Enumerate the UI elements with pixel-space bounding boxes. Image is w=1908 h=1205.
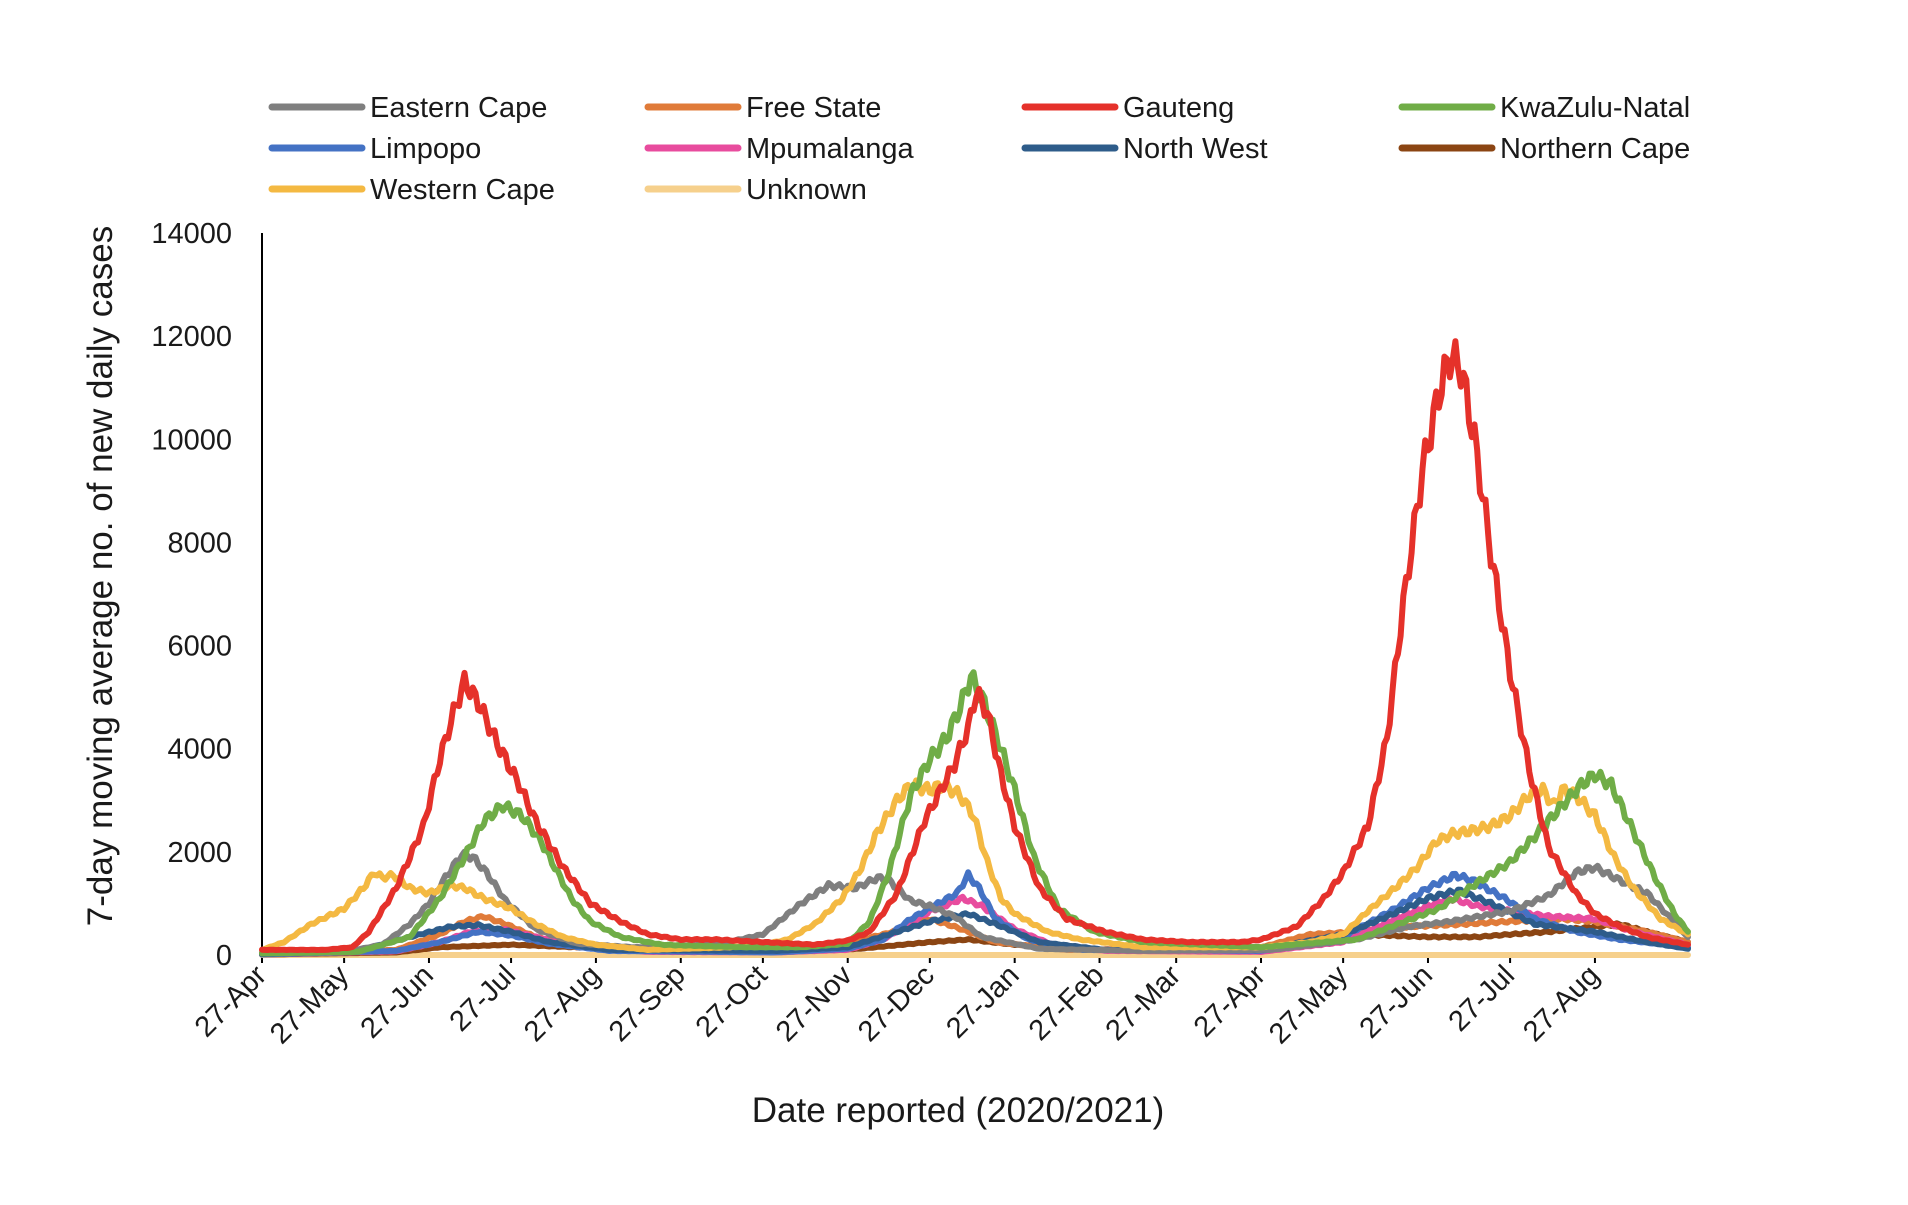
x-tick-label: 27-Jun bbox=[1354, 959, 1439, 1044]
series-line-western-cape bbox=[259, 777, 1691, 953]
legend-item-free-state: Free State bbox=[644, 92, 881, 124]
legend-item-gauteng: Gauteng bbox=[1021, 92, 1234, 124]
x-tick-label: 27-Aug bbox=[1517, 959, 1606, 1048]
x-tick-label: 27-Feb bbox=[1023, 959, 1111, 1047]
legend-item-north-west: North West bbox=[1021, 133, 1268, 165]
y-tick-label: 10000 bbox=[151, 424, 232, 456]
x-tick-label: 27-Dec bbox=[852, 959, 941, 1048]
y-tick-label: 2000 bbox=[167, 837, 232, 869]
legend-label: Northern Cape bbox=[1500, 133, 1690, 165]
series-layer bbox=[259, 338, 1691, 958]
y-axis: 0 2000 4000 6000 8000 10000 12000 14000 bbox=[151, 218, 263, 972]
x-tick-label: 27-Jan bbox=[940, 959, 1025, 1044]
legend-label: Unknown bbox=[746, 174, 867, 206]
x-tick-label: 27-May bbox=[1263, 959, 1354, 1050]
x-tick-label: 27-Apr bbox=[1188, 959, 1272, 1043]
legend-label: North West bbox=[1123, 133, 1268, 165]
x-tick-label: 27-Jun bbox=[355, 959, 440, 1044]
legend-label: Gauteng bbox=[1123, 92, 1234, 124]
x-tick-label: 27-May bbox=[264, 959, 355, 1050]
legend-label: Eastern Cape bbox=[370, 92, 547, 124]
legend-item-limpopo: Limpopo bbox=[268, 133, 481, 165]
legend-item-northern-cape: Northern Cape bbox=[1398, 133, 1690, 165]
legend-item-eastern-cape: Eastern Cape bbox=[268, 92, 547, 124]
legend-item-western-cape: Western Cape bbox=[268, 174, 555, 206]
legend-label: Free State bbox=[746, 92, 881, 124]
legend-label: KwaZulu-Natal bbox=[1500, 92, 1690, 124]
legend-label: Mpumalanga bbox=[746, 133, 915, 165]
y-tick-label: 0 bbox=[216, 940, 232, 972]
x-tick-label: 27-Aug bbox=[518, 959, 607, 1048]
y-tick-label: 14000 bbox=[151, 218, 232, 250]
x-tick-label: 27-Oct bbox=[690, 959, 774, 1043]
x-tick-label: 27-Jul bbox=[1443, 959, 1521, 1037]
y-tick-label: 4000 bbox=[167, 734, 232, 766]
y-tick-label: 12000 bbox=[151, 321, 232, 353]
legend-item-mpumalanga: Mpumalanga bbox=[644, 133, 915, 165]
legend-label: Western Cape bbox=[370, 174, 555, 206]
x-tick-label: 27-Nov bbox=[770, 959, 859, 1048]
series-line-kwazulu-natal bbox=[259, 669, 1691, 957]
series-line-northern-cape bbox=[259, 920, 1691, 958]
legend-label: Limpopo bbox=[370, 133, 481, 165]
x-tick-label: 27-Mar bbox=[1100, 959, 1188, 1047]
legend-item-kwazulu-natal: KwaZulu-Natal bbox=[1398, 92, 1690, 124]
x-axis-title: Date reported (2020/2021) bbox=[752, 1091, 1165, 1130]
series-line-limpopo bbox=[259, 869, 1691, 958]
series-line-north-west bbox=[259, 886, 1691, 957]
chart-legend: Eastern Cape Free State Gauteng KwaZulu-Nat… bbox=[268, 92, 1690, 206]
legend-item-unknown: Unknown bbox=[644, 174, 867, 206]
x-tick-label: 27-Jul bbox=[444, 959, 522, 1037]
y-axis-title: 7-day moving average no. of new daily ca… bbox=[81, 226, 120, 926]
x-tick-label: 27-Sep bbox=[603, 959, 692, 1048]
y-tick-label: 6000 bbox=[167, 631, 232, 663]
series-line-gauteng bbox=[259, 338, 1691, 953]
y-tick-label: 8000 bbox=[167, 527, 232, 559]
series-line-eastern-cape bbox=[259, 848, 1691, 956]
